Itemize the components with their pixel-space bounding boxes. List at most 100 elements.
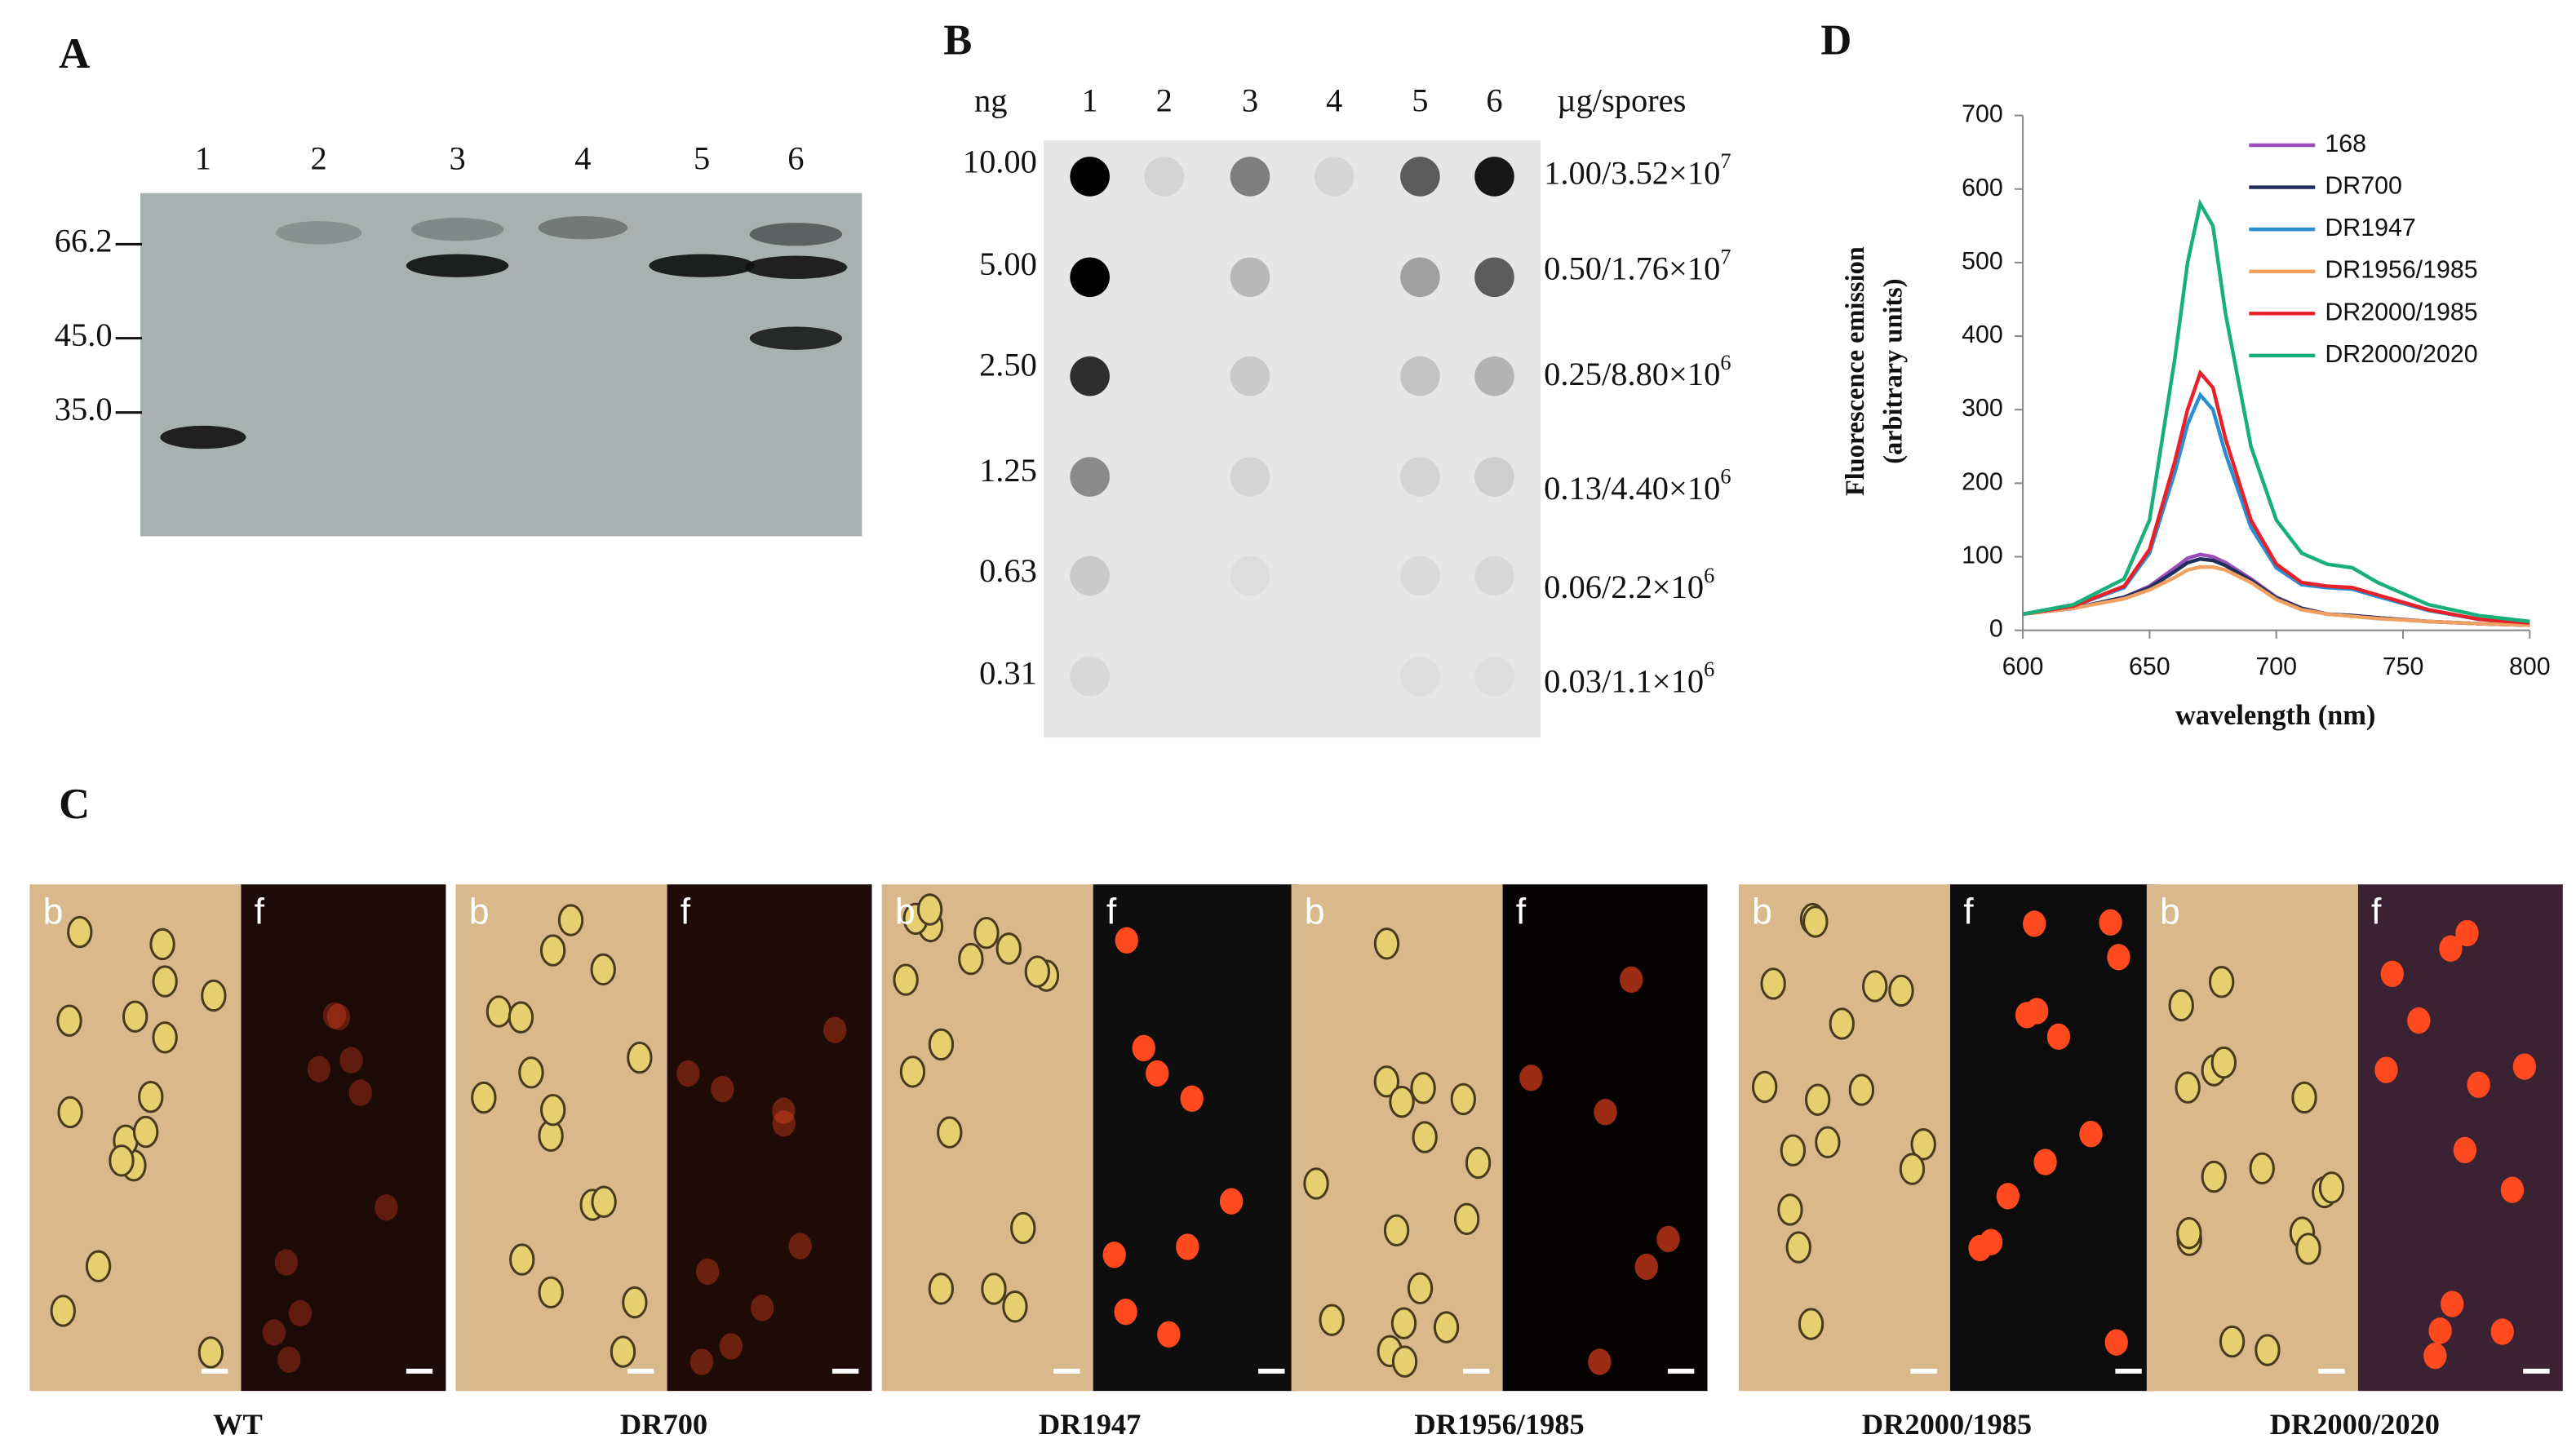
spore [539,934,566,967]
spore [1407,1272,1434,1305]
dot [1474,257,1514,298]
dot [1070,556,1110,596]
fluorescent-spore [2107,944,2130,971]
spore [485,995,512,1028]
spore [540,1093,566,1127]
fluorescent-spore [2441,1290,2464,1317]
channel-label: b [895,892,916,932]
fluorescent-spore [1219,1188,1244,1215]
fluorescent-spore [2015,1002,2039,1029]
spore [916,893,943,926]
lane-label: 2 [1156,82,1173,119]
spore [152,1021,178,1054]
series-line [2022,392,2530,625]
fluorescence-image [1502,884,1708,1392]
lane-label: 4 [1326,82,1342,119]
dot [1230,157,1270,197]
spore [109,1144,135,1177]
amount-label: 0.31 [979,655,1037,692]
spore [2291,1081,2317,1114]
spore [1002,1290,1028,1323]
spore-label: 0.06/2.2×106 [1544,564,1714,605]
sample-label: DR1947 [1039,1408,1141,1441]
spore [518,1056,544,1089]
fluorescent-spore [288,1299,313,1327]
spore [981,1273,1007,1305]
fluorescent-spore [1620,966,1643,994]
spore [2175,1071,2201,1104]
dot [1474,356,1514,396]
fluorescent-spore [2033,1149,2057,1175]
spore [591,1185,617,1218]
spore [1888,974,1914,1007]
spore [1760,967,1786,1000]
sample-label: DR2000/2020 [2270,1408,2440,1441]
fluorescent-spore [2439,935,2463,962]
spore-label: 0.13/4.40×106 [1544,465,1731,507]
band [275,221,362,245]
fluorescent-spore [1979,1228,2003,1255]
dot [1314,157,1355,197]
legend-label: 168 [2325,131,2366,157]
fluorescent-spore [2467,1071,2490,1098]
dot [1400,556,1440,596]
fluorescent-spore [1656,1225,1680,1253]
spore [1373,1065,1400,1098]
dot [1230,457,1270,497]
spore-label: 0.25/8.80×106 [1544,351,1731,392]
spore-label: 0.50/1.76×107 [1544,246,1731,287]
amount-label: 1.25 [979,452,1037,489]
spore [1412,1121,1438,1153]
spore [1802,905,1829,938]
sample-label: DR700 [620,1408,707,1441]
spore-exp: 6 [1704,657,1714,681]
y-tick-label: 500 [1962,248,2003,275]
fluorescent-spore [676,1060,700,1087]
channel-label: b [2160,892,2180,932]
fluorescent-spore [1157,1321,1181,1348]
spore [1899,1153,1926,1185]
fluorescent-spore [1588,1348,1612,1375]
fluorescent-spore [2079,1121,2103,1148]
fluorescence-image [241,884,446,1392]
channel-label: b [1752,892,1772,932]
legend-label: DR700 [2325,173,2401,200]
channel-label: f [2371,892,2382,932]
spore [149,927,175,961]
y-tick-label: 700 [1962,101,2003,128]
spore [1010,1211,1036,1245]
fluorescent-spore [2380,960,2404,987]
spore [1389,1085,1415,1118]
spore [508,1001,534,1034]
spore-base: 0.06/2.2×10 [1544,569,1704,605]
band [538,215,628,240]
lane-label: 5 [694,140,710,177]
spore [1777,1193,1803,1226]
amount-label: 2.50 [979,346,1037,383]
amount-label: 0.63 [979,552,1037,589]
fluorescent-spore [1114,1299,1137,1326]
dot [1400,457,1440,497]
spore [1910,1128,1936,1161]
panel-label: D [1820,17,1851,64]
spore-exp: 6 [1720,351,1731,374]
fluorescent-spore [2490,1318,2514,1345]
fluorescent-spore [2512,1053,2537,1080]
spore-base: 0.50/1.76×10 [1544,250,1720,287]
dot [1230,257,1270,298]
spore [67,915,93,949]
spore [557,904,584,936]
legend-label: DR2000/1985 [2325,299,2477,325]
marker-label: 66.2 [55,223,113,259]
spore [1751,1070,1778,1104]
dot [1230,556,1270,596]
spore [1450,1082,1476,1116]
spore [50,1295,76,1327]
amount-label: 5.00 [979,246,1037,282]
fluorescent-spore [2500,1176,2525,1203]
panel-label: A [59,30,90,77]
spore [132,1115,159,1149]
fluorescent-spore [2023,910,2046,937]
fluorescent-spore [1996,1183,2020,1210]
fluorescent-spore [1115,927,1138,954]
